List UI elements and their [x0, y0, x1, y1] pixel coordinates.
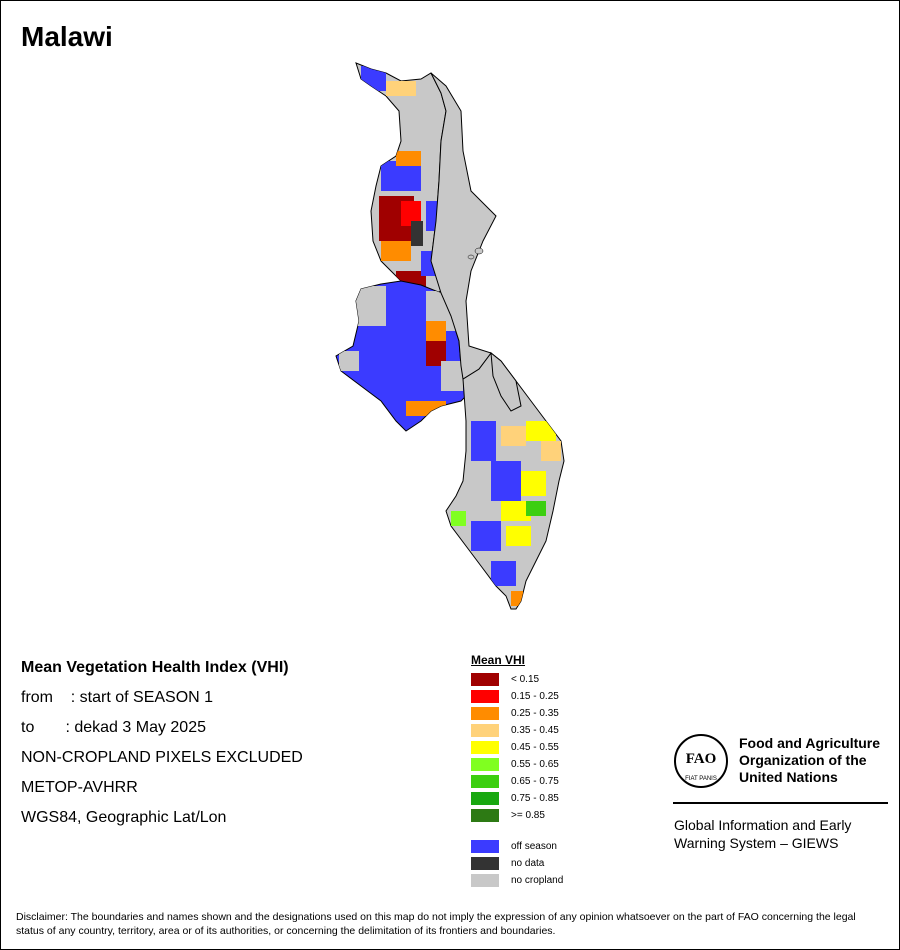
legend-label: 0.75 - 0.85: [511, 793, 559, 804]
legend-special: off season no data no cropland: [471, 838, 563, 889]
legend-label: no cropland: [511, 875, 564, 886]
projection-note: WGS84, Geographic Lat/Lon: [21, 809, 227, 826]
map-legend: Mean VHI < 0.15 0.15 - 0.25 0.25 - 0.35 0.3…: [471, 653, 563, 889]
legend-label: 0.45 - 0.55: [511, 742, 559, 753]
map-info: Mean Vegetation Health Index (VHI) from …: [21, 657, 303, 837]
legend-item: 0.75 - 0.85: [471, 790, 563, 807]
legend-label: 0.25 - 0.35: [511, 708, 559, 719]
lake-island: [467, 254, 475, 260]
lake-island: [474, 247, 484, 255]
legend-label: no data: [511, 858, 545, 869]
fao-block: FAO FIAT PANIS Food and Agriculture Orga…: [673, 733, 888, 851]
legend-label: off season: [511, 841, 557, 852]
legend-swatch: [471, 775, 499, 788]
legend-swatch: [471, 724, 499, 737]
disclaimer: Disclaimer: The boundaries and names sho…: [16, 911, 856, 937]
vhi-map: [335, 62, 565, 610]
legend-swatch: [471, 792, 499, 805]
legend-item: 0.45 - 0.55: [471, 739, 563, 756]
sensor-name: METOP-AVHRR: [21, 779, 138, 796]
lake-malombe: [490, 351, 522, 412]
legend-label: 0.35 - 0.45: [511, 725, 559, 736]
legend-item: 0.35 - 0.45: [471, 722, 563, 739]
period-to: to : dekad 3 May 2025: [21, 719, 206, 736]
legend-swatch: [471, 673, 499, 686]
legend-swatch: [471, 857, 499, 870]
legend-swatch: [471, 690, 499, 703]
index-heading: Mean Vegetation Health Index (VHI): [21, 659, 289, 676]
legend-item: 0.25 - 0.35: [471, 705, 563, 722]
lake-malawi-shape: [430, 72, 497, 380]
legend-item: < 0.15: [471, 671, 563, 688]
legend-label: < 0.15: [511, 674, 540, 685]
exclusion-note: NON-CROPLAND PIXELS EXCLUDED: [21, 749, 303, 766]
legend-swatch: [471, 707, 499, 720]
legend-title: Mean VHI: [471, 653, 526, 667]
fao-logo-motto: FIAT PANIS: [685, 776, 717, 782]
map-title: Malawi: [21, 21, 113, 52]
legend-swatch: [471, 874, 499, 887]
legend-label: >= 0.85: [511, 810, 545, 821]
fao-logo: FAO FIAT PANIS: [674, 734, 728, 788]
legend-item: >= 0.85: [471, 807, 563, 824]
legend-item: no data: [471, 855, 563, 872]
period-from: from : start of SEASON 1: [21, 689, 214, 706]
legend-classes: < 0.15 0.15 - 0.25 0.25 - 0.35 0.35 - 0.45 0…: [471, 671, 563, 824]
legend-swatch: [471, 741, 499, 754]
fao-divider: [673, 802, 888, 804]
legend-label: 0.55 - 0.65: [511, 759, 559, 770]
legend-item: 0.55 - 0.65: [471, 756, 563, 773]
fao-logo-text: FAO: [686, 751, 717, 767]
fao-org-name: Food and Agriculture Organization of the…: [739, 735, 881, 785]
legend-item: no cropland: [471, 872, 563, 889]
legend-swatch: [471, 840, 499, 853]
central-region: [335, 280, 472, 432]
legend-item: 0.65 - 0.75: [471, 773, 563, 790]
giews-name: Global Information and Early Warning Sys…: [674, 817, 852, 851]
legend-item: off season: [471, 838, 563, 855]
southern-region: [445, 352, 565, 610]
lake-malawi: [430, 72, 497, 380]
legend-swatch: [471, 758, 499, 771]
legend-label: 0.65 - 0.75: [511, 776, 559, 787]
legend-item: 0.15 - 0.25: [471, 688, 563, 705]
legend-swatch: [471, 809, 499, 822]
legend-label: 0.15 - 0.25: [511, 691, 559, 702]
